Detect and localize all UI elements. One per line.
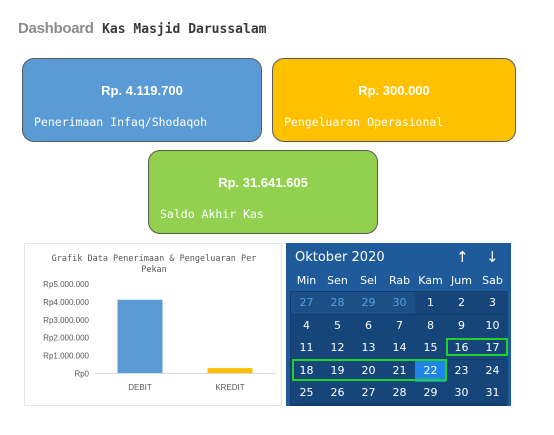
calendar-day[interactable]: 18 <box>291 359 322 382</box>
pengeluaran-value: Rp. 300.000 <box>358 83 430 98</box>
arrow-down-icon[interactable]: ↓ <box>486 248 499 266</box>
calendar-day[interactable]: 23 <box>446 359 477 382</box>
calendar-day[interactable]: 9 <box>446 314 477 337</box>
calendar-day[interactable]: 29 <box>415 382 446 404</box>
calendar-day[interactable]: 5 <box>322 314 353 337</box>
pengeluaran-card[interactable]: Rp. 300.000 Pengeluaran Operasional <box>272 58 516 142</box>
saldo-card[interactable]: Rp. 31.641.605 Saldo Akhir Kas <box>148 150 378 234</box>
weekday-header: Kam <box>418 274 443 287</box>
bar-debit <box>117 299 163 374</box>
calendar-day[interactable]: 21 <box>384 359 415 382</box>
calendar-day[interactable]: 25 <box>291 382 322 404</box>
calendar-day[interactable]: 7 <box>384 314 415 337</box>
calendar-day[interactable]: 13 <box>353 337 384 359</box>
calendar-day[interactable]: 29 <box>353 292 384 314</box>
bar-chart: Grafik Data Penerimaan & Pengeluaran Per… <box>43 254 275 392</box>
penerimaan-card[interactable]: Rp. 4.119.700 Penerimaan Infaq/Shodaqoh <box>22 58 262 142</box>
weekday-header: Jum <box>451 274 472 287</box>
calendar-day[interactable]: 4 <box>291 314 322 337</box>
y-tick-label: Rp5.000.000 <box>43 280 89 289</box>
calendar-day[interactable]: 20 <box>353 359 384 382</box>
y-tick-label: Rp3.000.000 <box>43 316 89 325</box>
y-tick-label: Rp4.000.000 <box>43 298 89 307</box>
x-tick-label: KREDIT <box>215 383 244 392</box>
calendar-widget[interactable]: Oktober 2020 ↑ ↓ Min Sen Sel Rab Kam Jum Sab 2… <box>286 243 511 406</box>
calendar-day[interactable]: 19 <box>322 359 353 382</box>
calendar-day[interactable]: 27 <box>291 292 322 314</box>
calendar-day[interactable]: 24 <box>477 359 508 382</box>
mosque-name: Kas Masjid Darussalam <box>102 22 267 37</box>
penerimaan-label: Penerimaan Infaq/Shodaqoh <box>34 115 208 129</box>
x-tick-label: DEBIT <box>128 383 152 392</box>
weekday-header: Sel <box>360 274 377 287</box>
calendar-day[interactable]: 6 <box>353 314 384 337</box>
page-title: Dashboard Kas Masjid Darussalam <box>18 20 266 38</box>
calendar-day[interactable]: 17 <box>477 337 508 359</box>
calendar-day[interactable]: 3 <box>477 292 508 314</box>
chart-title-line-1: Grafik Data Penerimaan & Pengeluaran Per <box>52 254 257 264</box>
calendar-day[interactable]: 26 <box>322 382 353 404</box>
weekday-header: Sab <box>482 274 503 287</box>
arrow-up-icon[interactable]: ↑ <box>456 248 469 266</box>
calendar-day[interactable]: 15 <box>415 337 446 359</box>
weekday-header: Min <box>296 274 317 287</box>
chart-title-line-2: Pekan <box>141 265 167 275</box>
calendar-day[interactable]: 8 <box>415 314 446 337</box>
saldo-value: Rp. 31.641.605 <box>218 175 308 190</box>
chart-panel: Grafik Data Penerimaan & Pengeluaran Per… <box>24 243 282 406</box>
saldo-label: Saldo Akhir Kas <box>160 207 264 221</box>
calendar-day[interactable]: 14 <box>384 337 415 359</box>
calendar-day[interactable]: 1 <box>415 292 446 314</box>
calendar-day[interactable]: 22 <box>415 359 446 382</box>
calendar-day[interactable]: 16 <box>446 337 477 359</box>
weekday-header: Sen <box>327 274 348 287</box>
calendar-day[interactable]: 28 <box>322 292 353 314</box>
y-tick-label: Rp2.000.000 <box>43 334 89 343</box>
pengeluaran-label: Pengeluaran Operasional <box>284 115 444 129</box>
calendar-day[interactable]: 30 <box>446 382 477 404</box>
calendar-day[interactable]: 2 <box>446 292 477 314</box>
calendar-day[interactable]: 28 <box>384 382 415 404</box>
calendar-month: Oktober 2020 <box>295 250 385 265</box>
y-tick-label: Rp0 <box>74 370 89 379</box>
calendar-day[interactable]: 30 <box>384 292 415 314</box>
calendar-day[interactable]: 31 <box>477 382 508 404</box>
calendar-day[interactable]: 10 <box>477 314 508 337</box>
bar-kredit <box>207 368 253 374</box>
calendar-day[interactable]: 27 <box>353 382 384 404</box>
calendar-day[interactable]: 11 <box>291 337 322 359</box>
dashboard-label: Dashboard <box>18 20 94 37</box>
weekday-header: Rab <box>388 274 411 287</box>
calendar-day[interactable]: 12 <box>322 337 353 359</box>
y-tick-label: Rp1.000.000 <box>43 352 89 361</box>
penerimaan-value: Rp. 4.119.700 <box>101 83 183 98</box>
